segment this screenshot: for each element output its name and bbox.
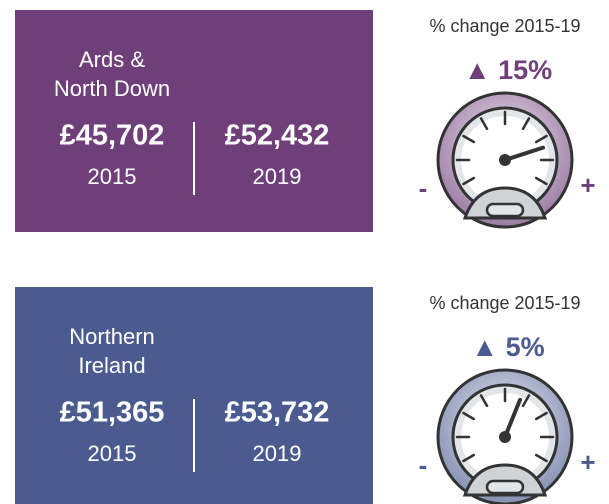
gauge-tick xyxy=(521,117,531,131)
year: 2015 xyxy=(88,164,137,189)
gauge-tick xyxy=(462,411,476,421)
plus: + xyxy=(580,170,595,200)
change-label: % change 2015-19 xyxy=(429,16,580,36)
gauge-tick xyxy=(462,453,476,463)
region-name: Ards & xyxy=(79,47,145,72)
minus: - xyxy=(419,173,428,203)
gauge-needle xyxy=(503,397,522,439)
gauge-tick xyxy=(462,176,476,186)
gauge-hub xyxy=(499,431,511,443)
amount: £51,365 xyxy=(60,397,165,429)
region-name: Northern xyxy=(69,324,155,349)
gauge-tick xyxy=(479,117,489,131)
gauge-slot xyxy=(485,202,525,218)
gauge-slot xyxy=(485,479,525,495)
gauge-tick xyxy=(534,134,548,144)
gauge-tick xyxy=(462,134,476,144)
region-name: Ireland xyxy=(78,353,145,378)
gauge-hub xyxy=(499,154,511,166)
amount: £52,432 xyxy=(225,120,330,152)
year: 2019 xyxy=(253,441,302,466)
minus: - xyxy=(419,450,428,480)
gauge-tick xyxy=(534,176,548,186)
plus: + xyxy=(580,447,595,477)
gauge-needle xyxy=(503,145,546,162)
change: ▲ 5% xyxy=(471,332,544,362)
gauge-tick xyxy=(479,394,489,408)
year: 2019 xyxy=(253,164,302,189)
gauge-tick xyxy=(521,394,531,408)
change: ▲ 15% xyxy=(464,55,552,85)
gauge-tick xyxy=(534,411,548,421)
amount: £45,702 xyxy=(60,120,165,152)
year: 2015 xyxy=(88,441,137,466)
amount: £53,732 xyxy=(225,397,330,429)
change-label: % change 2015-19 xyxy=(429,293,580,313)
gauge-tick xyxy=(534,453,548,463)
region-name: North Down xyxy=(54,76,170,101)
